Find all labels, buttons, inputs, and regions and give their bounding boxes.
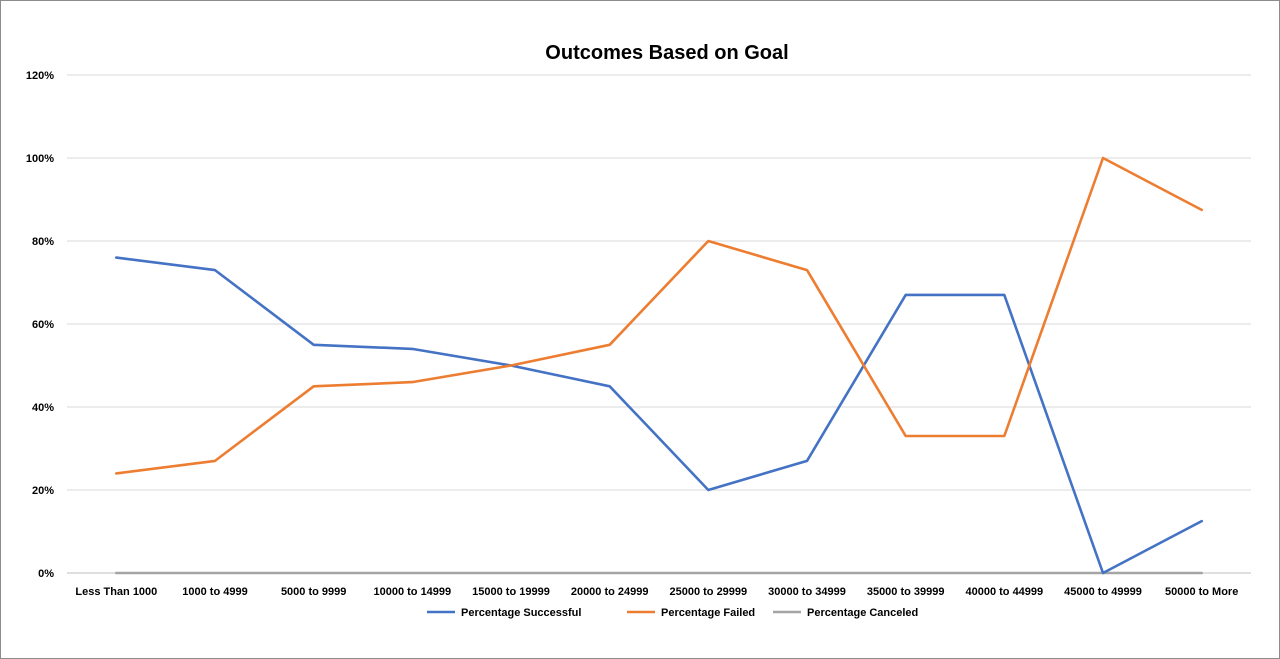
gridlines: [67, 74, 1251, 574]
x-tick-label: Less Than 1000: [75, 586, 157, 598]
legend-label: Percentage Canceled: [807, 607, 918, 619]
x-tick-label: 25000 to 29999: [669, 586, 747, 598]
y-tick-label: 60%: [32, 319, 54, 331]
x-axis-ticks: Less Than 1000 1000 to 4999 5000 to 9999 10…: [75, 586, 1238, 598]
y-tick-label: 120%: [26, 70, 54, 82]
series-line-percentage-successful: [115, 256, 1203, 575]
x-tick-label: 50000 to More: [1165, 586, 1238, 598]
y-tick-label: 100%: [26, 153, 54, 165]
y-tick-label: 20%: [32, 485, 54, 497]
chart-title: Outcomes Based on Goal: [545, 42, 788, 64]
x-tick-label: 40000 to 44999: [965, 586, 1043, 598]
series-lines: [115, 156, 1203, 575]
series-line-percentage-failed: [115, 156, 1203, 475]
legend-label: Percentage Successful: [461, 607, 581, 619]
legend-label: Percentage Failed: [661, 607, 755, 619]
x-tick-label: 15000 to 19999: [472, 586, 550, 598]
x-tick-label: 30000 to 34999: [768, 586, 846, 598]
x-tick-label: 20000 to 24999: [571, 586, 649, 598]
y-tick-label: 40%: [32, 402, 54, 414]
legend: Percentage Successful Percentage Failed Pe…: [427, 607, 918, 619]
x-tick-label: 1000 to 4999: [182, 586, 247, 598]
y-tick-label: 0%: [38, 568, 54, 580]
x-tick-label: 45000 to 49999: [1064, 586, 1142, 598]
x-tick-label: 10000 to 14999: [373, 586, 451, 598]
y-tick-label: 80%: [32, 236, 54, 248]
y-axis-ticks: 0% 20% 40% 60% 80% 100% 120%: [26, 70, 54, 580]
x-tick-label: 5000 to 9999: [281, 586, 346, 598]
x-tick-label: 35000 to 39999: [867, 586, 945, 598]
